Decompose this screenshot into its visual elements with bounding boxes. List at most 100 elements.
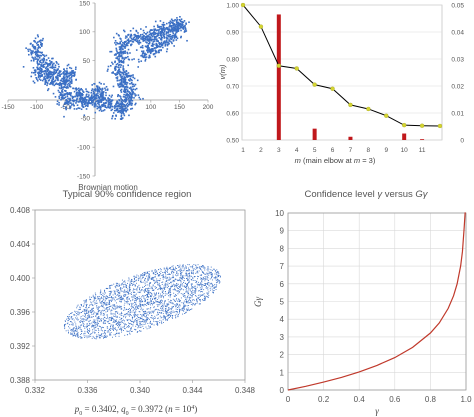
brownian-point [37,63,40,65]
brownian-point [80,87,82,90]
confidence-point [194,303,196,305]
confidence-point [130,283,132,284]
brownian-point [45,66,48,68]
brownian-point [102,96,104,98]
confidence-point [102,302,104,303]
confidence-point [137,286,139,288]
confidence-point [172,310,174,312]
brownian-point [142,50,145,52]
brownian-point [138,96,141,99]
confidence-point [172,270,174,272]
brownian-point [57,89,60,92]
brownian-point [42,57,45,59]
confidence-point [132,311,134,313]
confidence-point [147,294,148,296]
confidence-point [218,275,220,277]
brownian-point [165,50,168,53]
brownian-point [188,21,190,24]
confidence-point [178,266,180,268]
confidence-point [162,291,164,293]
brownian-point [166,34,168,37]
confidence-point [76,331,78,333]
confidence-point [179,285,181,287]
brownian-point [131,107,134,110]
confidence-point [95,336,97,337]
brownian-point [90,96,93,98]
confidence-point [89,323,91,325]
brownian-point [123,90,125,92]
brownian-point [116,108,119,110]
brownian-point [120,52,123,54]
confidence-point [214,273,216,275]
confidence-point [162,278,164,280]
confidence-point [212,268,214,270]
brownian-point [129,40,132,42]
brownian-point [72,103,74,105]
confidence-point [118,283,120,285]
confidence-point [192,270,194,272]
confidence-point [123,307,125,309]
brownian-point [124,109,127,112]
brownian-point [134,39,136,42]
confidence-point [138,298,140,300]
confidence-point [97,308,99,310]
brownian-point [98,109,101,112]
confidence-point [138,319,140,321]
confidence-point [130,321,132,322]
confidence-point [131,330,133,332]
brownian-point [41,62,43,64]
confidence-point [81,320,83,322]
brownian-point [77,87,80,90]
brownian-point [118,86,121,88]
confidence-point [159,293,161,295]
confidence-point [152,304,154,306]
brownian-point [66,84,69,86]
confidence-point [114,311,116,313]
confidence-point [155,282,157,284]
brownian-point [163,27,166,29]
confidence-point [126,298,127,300]
confidence-point [127,301,129,303]
confidence-point [162,290,164,292]
brownian-y-tick-label: -150 [77,173,90,180]
brownian-point [61,94,63,96]
confidence-point [131,331,132,333]
brownian-point [82,91,85,93]
brownian-point [178,27,180,30]
confidence-point [217,276,219,278]
confidence-point [86,304,88,306]
brownian-point [171,34,174,37]
brownian-point [56,74,59,77]
confidence-point [127,309,129,310]
confidence-point [180,297,182,299]
confidence-point [126,290,128,292]
confidence-point [187,264,189,266]
confidence-point [153,324,155,326]
confidence-point [93,326,95,328]
confidence-point [158,292,160,294]
brownian-point [42,78,45,80]
confidence-point [100,314,102,316]
confidence-point [135,297,137,299]
brownian-point [173,45,175,47]
confidence-point [176,310,177,312]
confidence-point [76,305,78,307]
brownian-point [51,71,54,74]
confidence-point [200,300,201,302]
brownian-point [56,83,59,86]
confidence-point [162,274,164,276]
confidence-point [122,299,124,301]
confidence-point [139,276,141,278]
confidence-point [147,293,149,295]
confidence-point [218,280,220,282]
confidence-point [212,283,213,285]
confidence-point [110,334,112,336]
confidence-point [175,279,177,281]
confidence-point [81,332,82,334]
confidence-point [147,290,148,292]
brownian-point [41,75,43,77]
confidence-point [76,328,78,330]
brownian-point [50,66,52,69]
brownian-point [59,83,62,85]
brownian-point [122,48,124,50]
